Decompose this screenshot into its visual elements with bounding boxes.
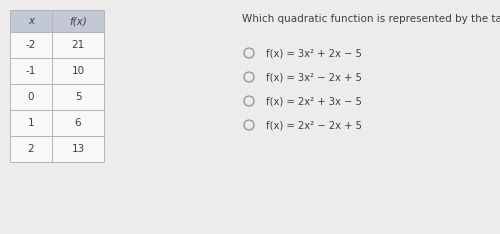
FancyBboxPatch shape <box>10 10 52 32</box>
FancyBboxPatch shape <box>52 136 104 162</box>
FancyBboxPatch shape <box>52 110 104 136</box>
Text: 6: 6 <box>74 118 82 128</box>
Text: 2: 2 <box>28 144 34 154</box>
FancyBboxPatch shape <box>10 136 52 162</box>
FancyBboxPatch shape <box>52 10 104 32</box>
Text: 0: 0 <box>28 92 34 102</box>
Text: x: x <box>28 16 34 26</box>
FancyBboxPatch shape <box>10 32 52 58</box>
Text: -2: -2 <box>26 40 36 50</box>
FancyBboxPatch shape <box>52 32 104 58</box>
Text: f(x) = 3x² + 2x − 5: f(x) = 3x² + 2x − 5 <box>266 48 362 58</box>
Text: -1: -1 <box>26 66 36 76</box>
FancyBboxPatch shape <box>10 110 52 136</box>
Text: 1: 1 <box>28 118 34 128</box>
Text: 13: 13 <box>72 144 85 154</box>
FancyBboxPatch shape <box>52 58 104 84</box>
Text: f(x) = 3x² − 2x + 5: f(x) = 3x² − 2x + 5 <box>266 72 362 82</box>
Text: 21: 21 <box>72 40 85 50</box>
Text: f(x) = 2x² − 2x + 5: f(x) = 2x² − 2x + 5 <box>266 120 362 130</box>
Text: f(x): f(x) <box>69 16 87 26</box>
Text: f(x) = 2x² + 3x − 5: f(x) = 2x² + 3x − 5 <box>266 96 362 106</box>
FancyBboxPatch shape <box>52 84 104 110</box>
Text: 5: 5 <box>74 92 82 102</box>
FancyBboxPatch shape <box>10 84 52 110</box>
Text: Which quadratic function is represented by the table?: Which quadratic function is represented … <box>242 14 500 24</box>
FancyBboxPatch shape <box>10 58 52 84</box>
Text: 10: 10 <box>72 66 85 76</box>
